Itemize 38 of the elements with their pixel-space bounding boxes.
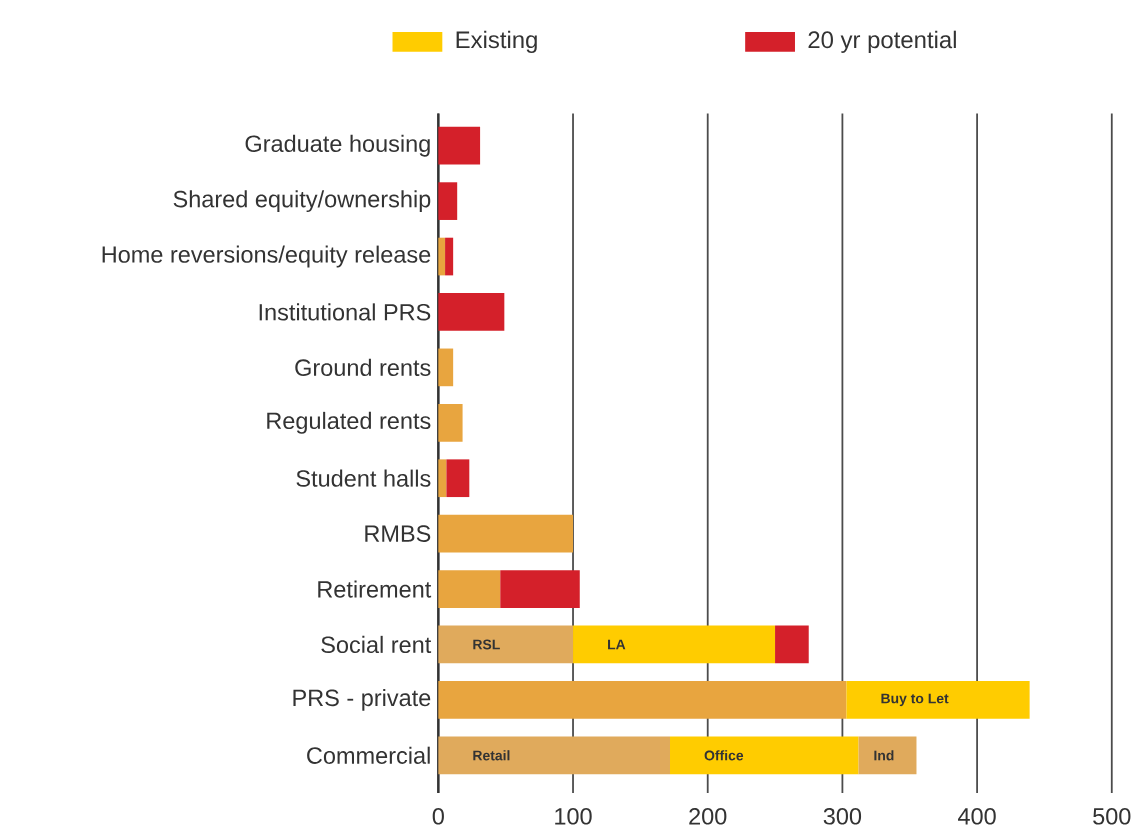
bar bbox=[846, 680, 1030, 719]
y-tick-label: Home reversions/equity release bbox=[102, 245, 431, 268]
bar bbox=[500, 569, 580, 608]
bar bbox=[573, 625, 776, 663]
bar bbox=[438, 403, 463, 442]
y-tick-label: Ground rents bbox=[295, 358, 431, 376]
y-tick-label: Student halls bbox=[296, 469, 431, 487]
x-tick-label: 300 bbox=[823, 807, 862, 825]
legend-label: 20 yr potential bbox=[808, 30, 956, 53]
bar bbox=[438, 348, 454, 386]
x-tick-label: 200 bbox=[689, 807, 727, 825]
x-tick-label: 0 bbox=[432, 807, 444, 825]
y-tick-label: Graduate housing bbox=[245, 134, 430, 157]
y-tick-label: Institutional PRS bbox=[259, 302, 431, 321]
bar bbox=[438, 292, 505, 331]
bar bbox=[438, 181, 458, 220]
bar bbox=[438, 458, 447, 497]
y-tick-label: Social rent bbox=[321, 635, 432, 653]
bar bbox=[438, 569, 501, 608]
bar bbox=[438, 237, 446, 275]
bar bbox=[445, 237, 454, 275]
x-tick-label: 500 bbox=[1093, 807, 1131, 825]
bar bbox=[775, 625, 809, 663]
bar bbox=[670, 736, 859, 774]
bar bbox=[446, 458, 470, 497]
legend-label: Existing bbox=[456, 30, 537, 53]
x-tick-label: 100 bbox=[555, 807, 592, 825]
x-tick-label: 400 bbox=[958, 807, 996, 825]
y-tick-label: Regulated rents bbox=[267, 411, 431, 434]
bar bbox=[438, 514, 574, 553]
y-tick-label: PRS - private bbox=[293, 688, 431, 711]
y-tick-label: Shared equity/ownership bbox=[173, 189, 431, 212]
bar bbox=[438, 680, 847, 719]
y-tick-label: Retirement bbox=[318, 580, 432, 598]
bar bbox=[858, 736, 917, 774]
y-tick-label: RMBS bbox=[365, 524, 431, 542]
y-tick-label: Commercial bbox=[307, 746, 430, 764]
bar bbox=[438, 126, 481, 165]
